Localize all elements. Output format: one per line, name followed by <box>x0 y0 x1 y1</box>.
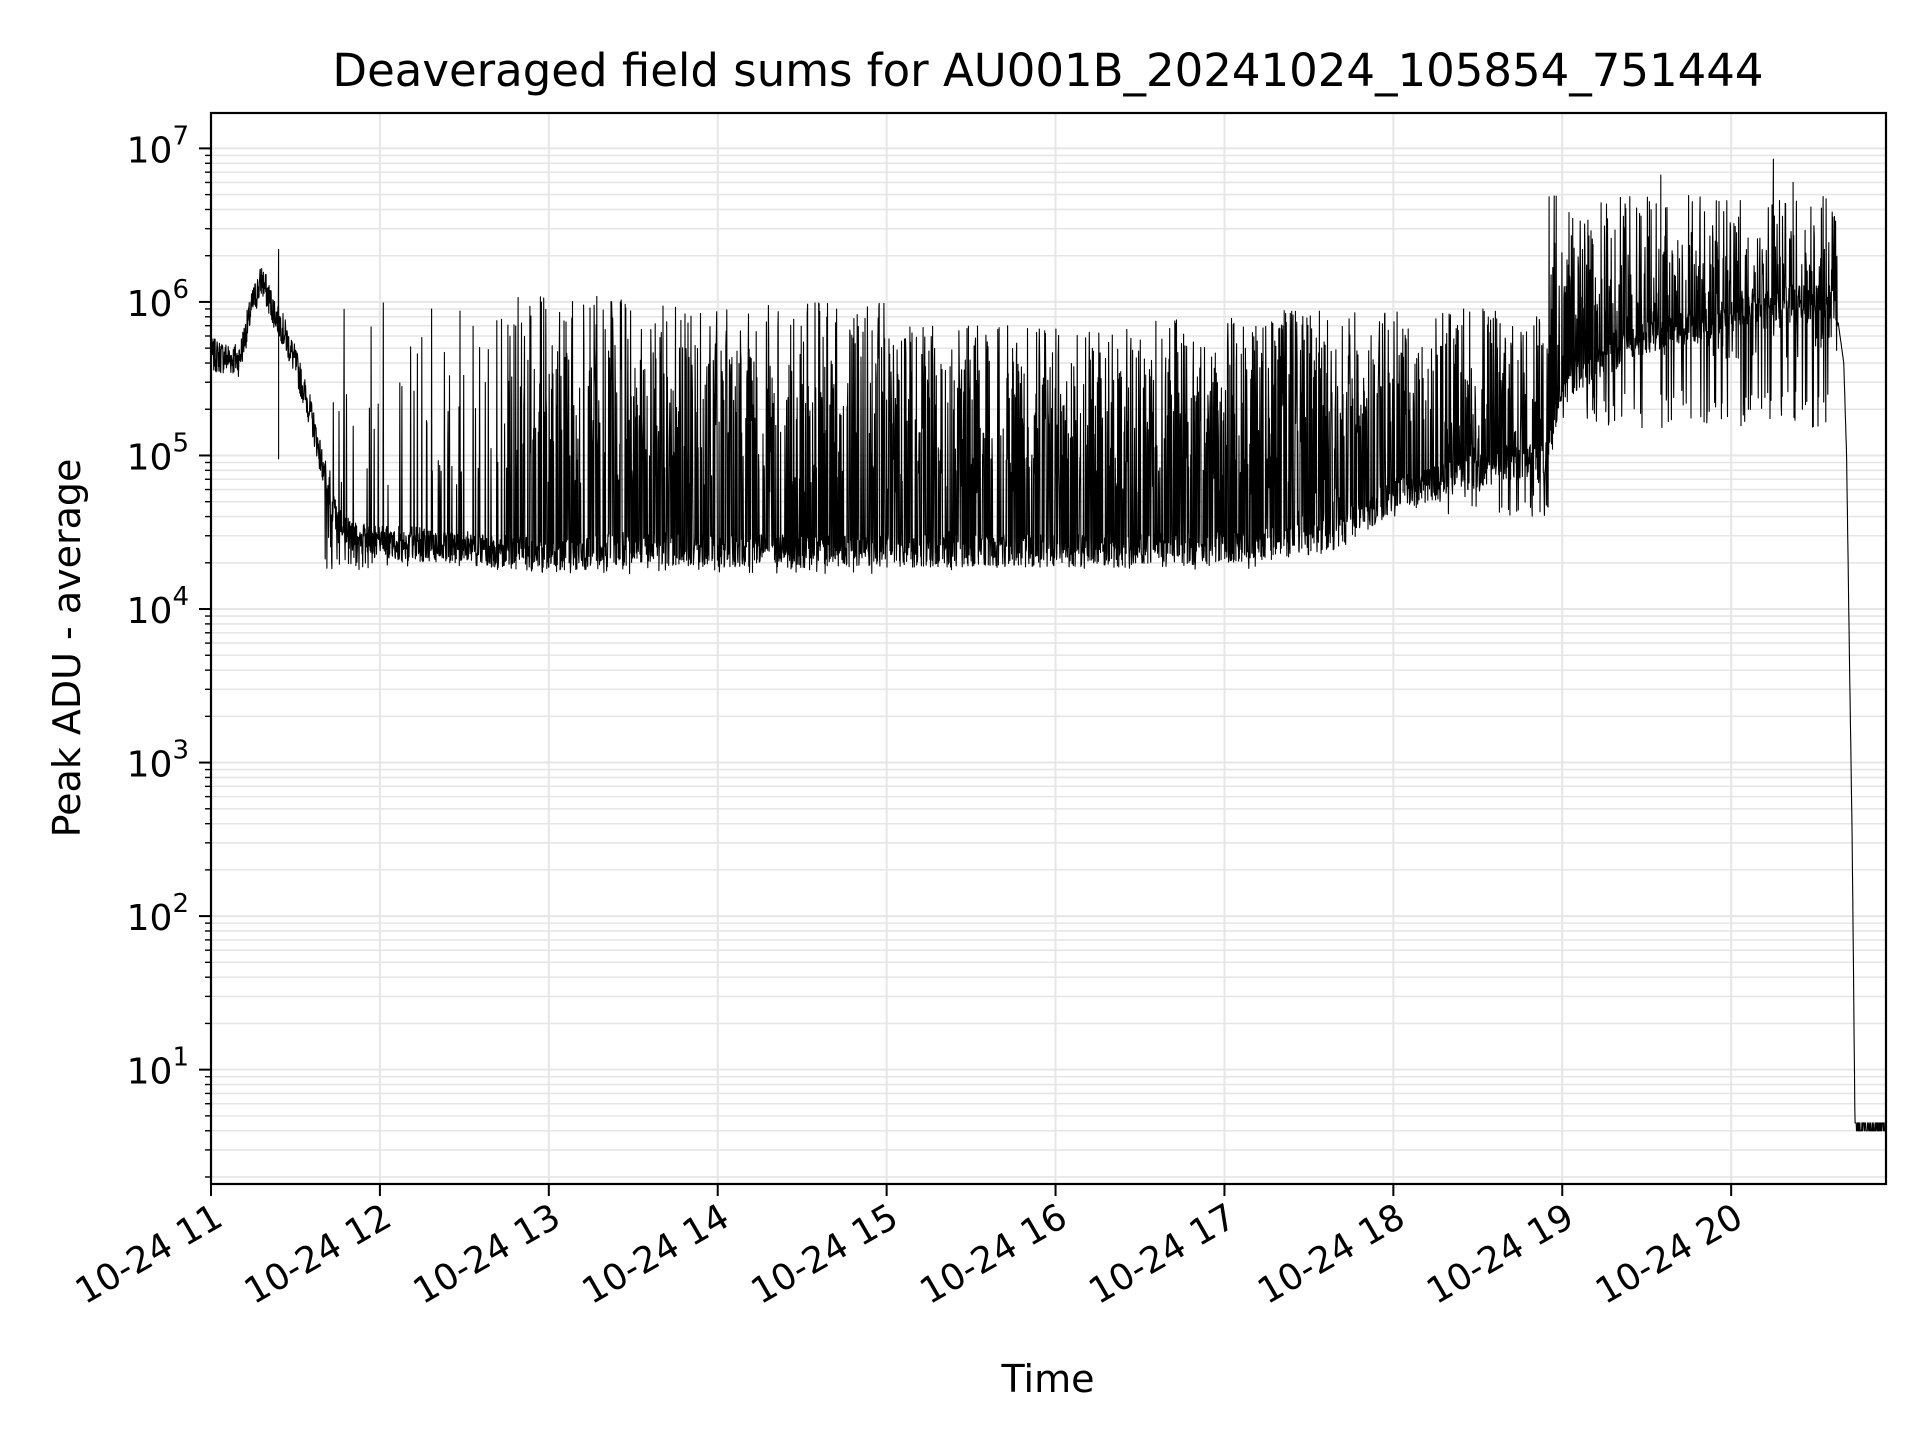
y-tick-label: 105 <box>127 428 189 478</box>
x-axis-label: Time <box>1001 1357 1095 1401</box>
grid-lines <box>210 113 1886 1184</box>
series-layer <box>211 158 1886 1132</box>
y-axis-label: Peak ADU - average <box>45 459 89 838</box>
plot-frame <box>209 111 1888 1186</box>
y-tick-label: 106 <box>127 275 189 325</box>
plot-area <box>211 158 1886 1132</box>
series-line <box>211 158 1886 1132</box>
y-tick-label: 107 <box>127 121 189 171</box>
y-tick-label: 101 <box>127 1043 189 1093</box>
y-tick-label: 102 <box>127 889 189 939</box>
y-tick-label: 104 <box>127 582 189 632</box>
y-tick-label: 103 <box>127 736 189 786</box>
chart-title: Deaveraged field sums for AU001B_2024102… <box>332 44 1763 97</box>
